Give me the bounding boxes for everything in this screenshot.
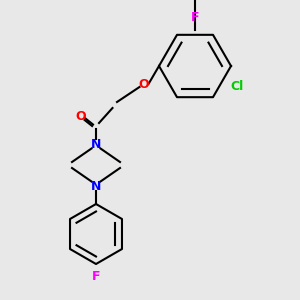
Text: F: F — [191, 11, 199, 24]
Text: O: O — [76, 110, 86, 124]
Text: Cl: Cl — [231, 80, 244, 94]
Text: N: N — [91, 179, 101, 193]
Text: O: O — [139, 77, 149, 91]
Text: F: F — [92, 270, 100, 283]
Text: N: N — [91, 137, 101, 151]
